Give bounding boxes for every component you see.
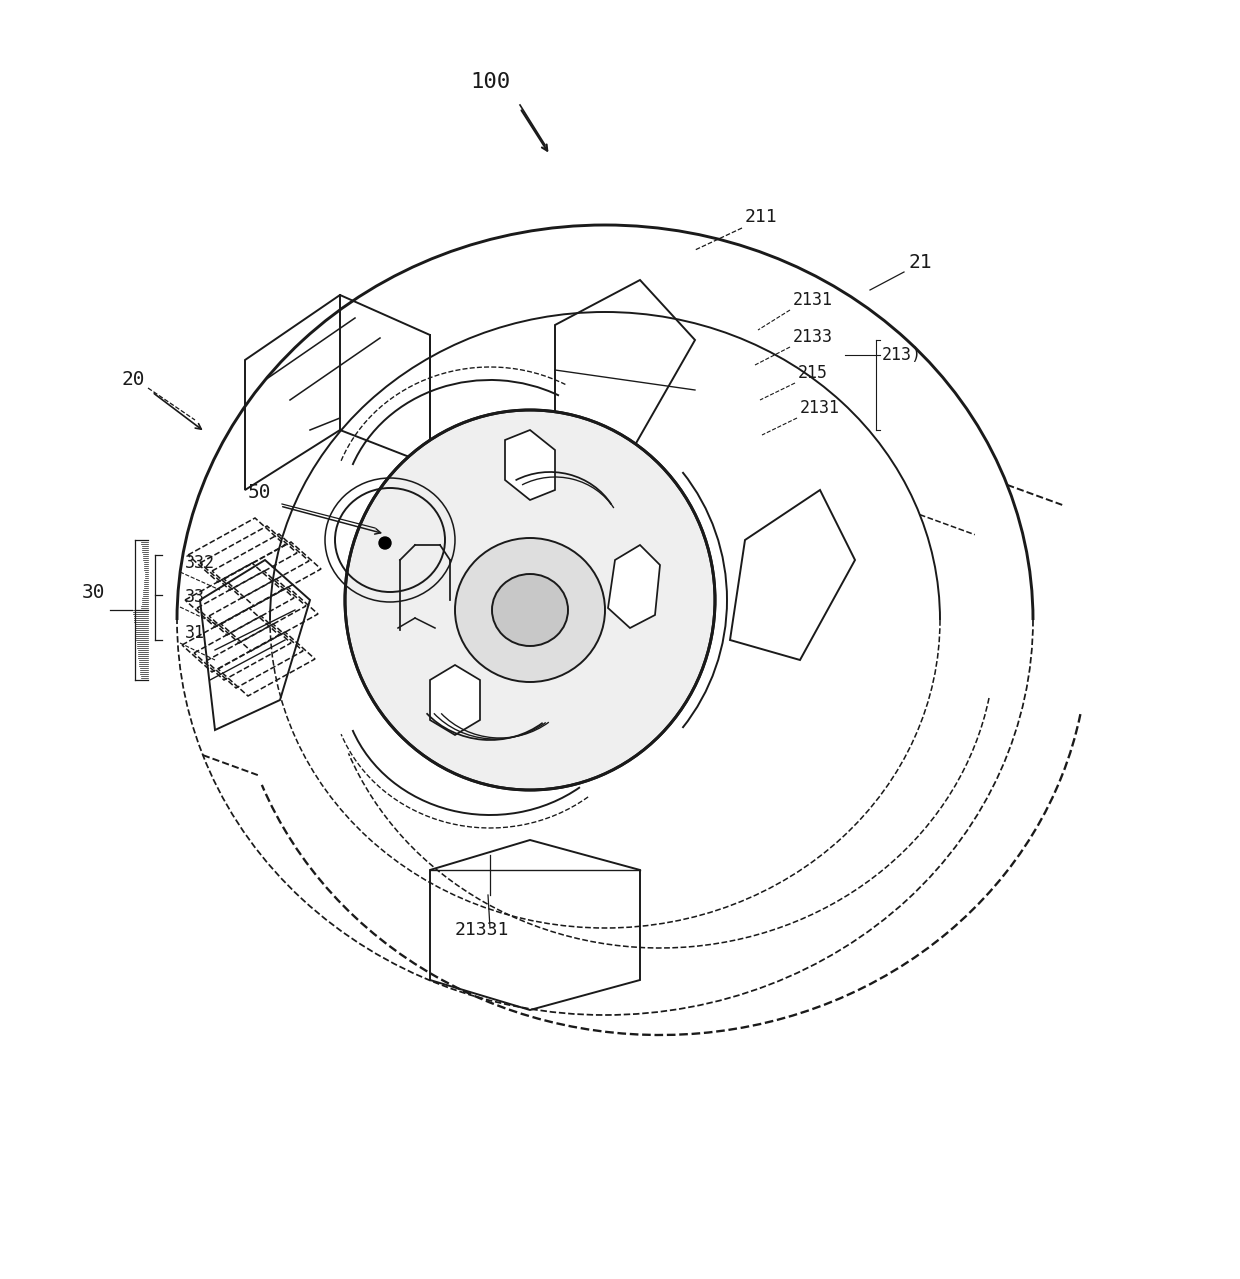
Text: 2133: 2133 [794,327,833,347]
Text: 2131: 2131 [794,292,833,310]
Text: 100: 100 [470,72,510,92]
Ellipse shape [492,574,568,646]
Text: 21331: 21331 [455,921,510,939]
Text: 213): 213) [882,347,923,365]
Text: 30: 30 [82,583,105,602]
Text: 215: 215 [799,365,828,382]
Polygon shape [505,430,556,500]
Text: 33: 33 [185,588,205,606]
Text: 21: 21 [908,253,931,272]
Text: 332: 332 [185,554,215,572]
Text: 2131: 2131 [800,399,839,417]
Polygon shape [608,545,660,628]
Text: 50: 50 [248,483,272,501]
Text: 20: 20 [122,370,145,389]
Ellipse shape [379,537,391,549]
Text: 31: 31 [185,624,205,642]
Ellipse shape [455,538,605,682]
Ellipse shape [345,411,715,790]
Polygon shape [430,665,480,735]
Text: 211: 211 [745,208,777,226]
